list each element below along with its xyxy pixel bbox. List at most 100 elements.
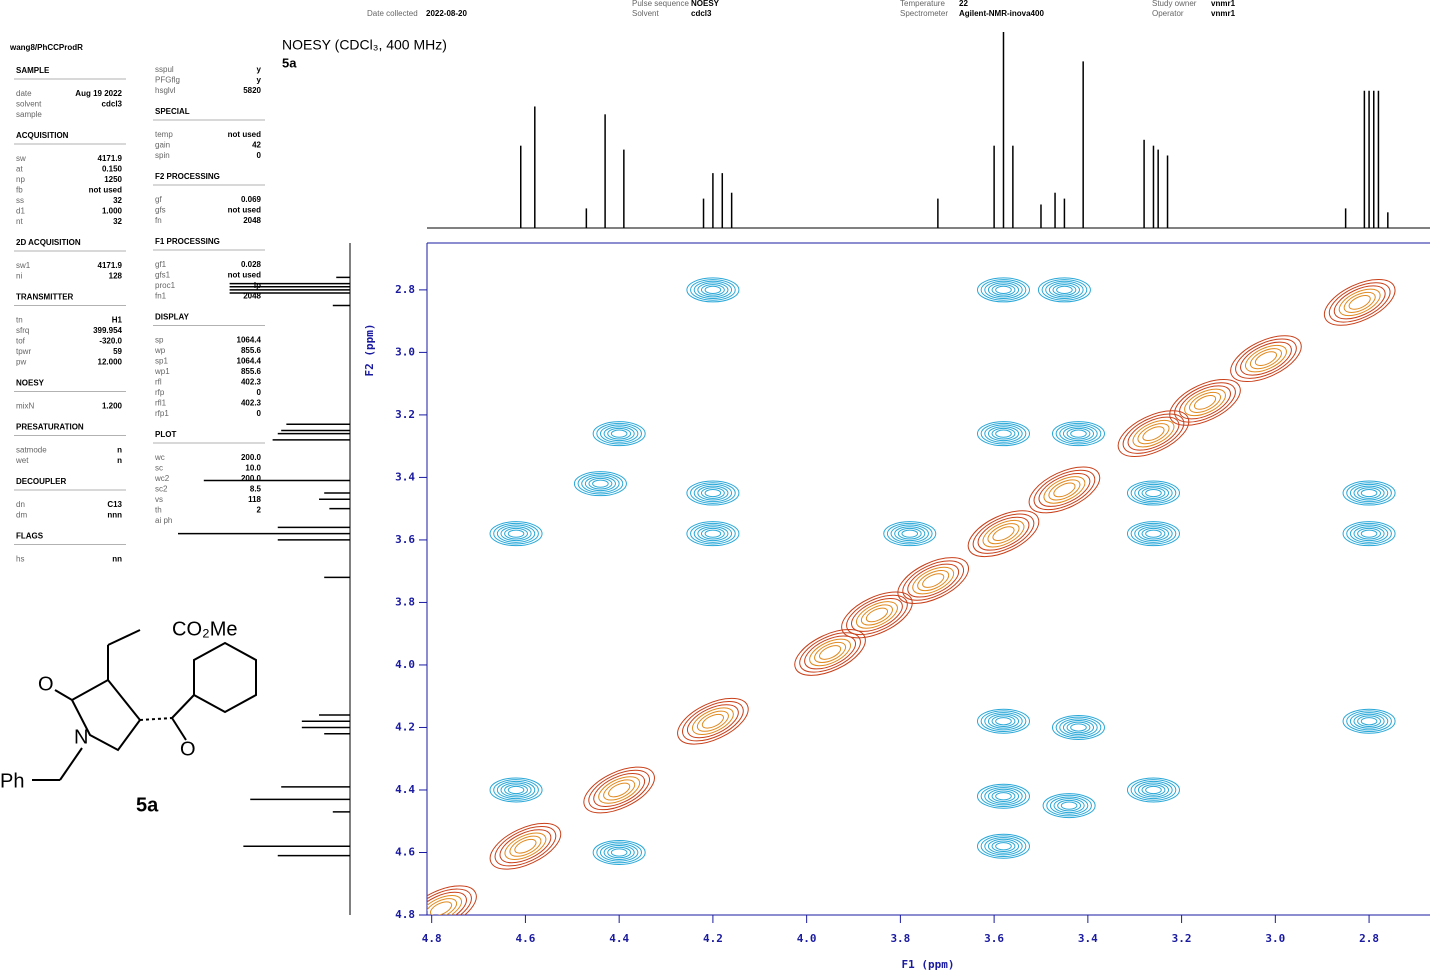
param-label: hs (16, 555, 24, 564)
contour (991, 284, 1016, 296)
param-label: solvent (16, 100, 42, 109)
header-label: Pulse sequence (632, 0, 689, 8)
param-value: not used (228, 206, 261, 215)
contour (1066, 427, 1091, 440)
param-value: 0 (257, 409, 262, 418)
contour (697, 485, 729, 501)
param-label: gf1 (155, 260, 167, 269)
param-label: nt (16, 217, 23, 226)
contour (588, 477, 613, 490)
contour (901, 529, 919, 538)
param-value: y (257, 76, 262, 85)
param-label: rfl1 (155, 399, 167, 408)
contour (894, 526, 926, 542)
param-label: sample (16, 110, 42, 119)
contour (1137, 526, 1170, 542)
param-value: not used (89, 186, 122, 195)
param-value: nn (112, 555, 122, 564)
param-label: fn1 (155, 292, 167, 301)
contour (809, 638, 852, 667)
contour (1055, 422, 1102, 445)
contour (1189, 391, 1222, 413)
y-tick-label: 4.4 (395, 783, 415, 796)
header-label: Operator (1152, 9, 1184, 18)
contour (987, 838, 1020, 854)
contour (496, 524, 536, 543)
contour (1353, 713, 1385, 729)
param-value: 402.3 (241, 399, 262, 408)
param-value: 200.0 (241, 453, 262, 462)
contour (1130, 779, 1177, 801)
contour (794, 629, 866, 676)
param-label: sp1 (155, 357, 168, 366)
contour (427, 898, 458, 915)
contour (1134, 483, 1173, 503)
contour (596, 422, 643, 445)
contour (691, 707, 734, 735)
contour (499, 829, 552, 864)
contour (1346, 710, 1392, 733)
contour (1141, 527, 1166, 540)
contour (1134, 780, 1173, 800)
label: CO₂Me (172, 618, 238, 640)
bond (59, 747, 83, 781)
param-label: wp1 (154, 367, 170, 376)
contour (493, 522, 539, 545)
contour (860, 604, 893, 626)
header-label: Spectrometer (900, 9, 948, 18)
param-label: th (155, 506, 162, 515)
section-title: PLOT (155, 430, 176, 439)
ring-bond (54, 678, 142, 752)
contour (489, 777, 543, 803)
bond (171, 717, 187, 741)
contour (686, 480, 740, 506)
bond (171, 694, 195, 719)
contour (991, 790, 1016, 803)
section-title: SAMPLE (16, 66, 50, 75)
y-tick-label: 2.8 (395, 283, 415, 296)
param-value: 402.3 (241, 378, 262, 387)
contour (1062, 426, 1095, 442)
contour (1230, 335, 1302, 383)
contour (1349, 524, 1389, 543)
param-label: tof (16, 337, 26, 346)
contour (598, 776, 641, 804)
param-label: rfp1 (155, 409, 169, 418)
y-tick-label: 4.0 (395, 658, 415, 671)
param-label: gfs (155, 206, 166, 215)
contour (1349, 483, 1389, 503)
section-title: DECOUPLER (16, 477, 66, 486)
param-value: 32 (113, 217, 122, 226)
contour (907, 563, 960, 598)
contour (992, 526, 1015, 542)
contour (1184, 388, 1226, 417)
label: N (74, 726, 88, 748)
param-value: 855.6 (241, 367, 262, 376)
section-title: SPECIAL (155, 107, 190, 116)
param-label: wet (15, 456, 29, 465)
header-value: vnmr1 (1211, 9, 1236, 18)
header-label: Solvent (632, 9, 659, 18)
param-label: dn (16, 500, 25, 509)
param-value: 1.000 (102, 207, 123, 216)
contour (855, 601, 898, 629)
contour (1193, 395, 1217, 410)
contour (584, 476, 616, 492)
contour (972, 513, 1035, 554)
contour (1042, 793, 1096, 819)
param-label: ni (16, 272, 22, 281)
contour (690, 482, 736, 504)
contour (593, 772, 646, 807)
contour (1137, 782, 1170, 798)
contour (818, 645, 842, 660)
section-title: F2 PROCESSING (155, 172, 220, 181)
contour (697, 526, 729, 542)
x-axis-label: F1 (ppm) (902, 958, 955, 971)
contour (1342, 480, 1396, 506)
contour (1126, 480, 1180, 506)
contour (1137, 485, 1170, 501)
contour (984, 280, 1023, 300)
param-value: 4171.9 (98, 154, 123, 163)
